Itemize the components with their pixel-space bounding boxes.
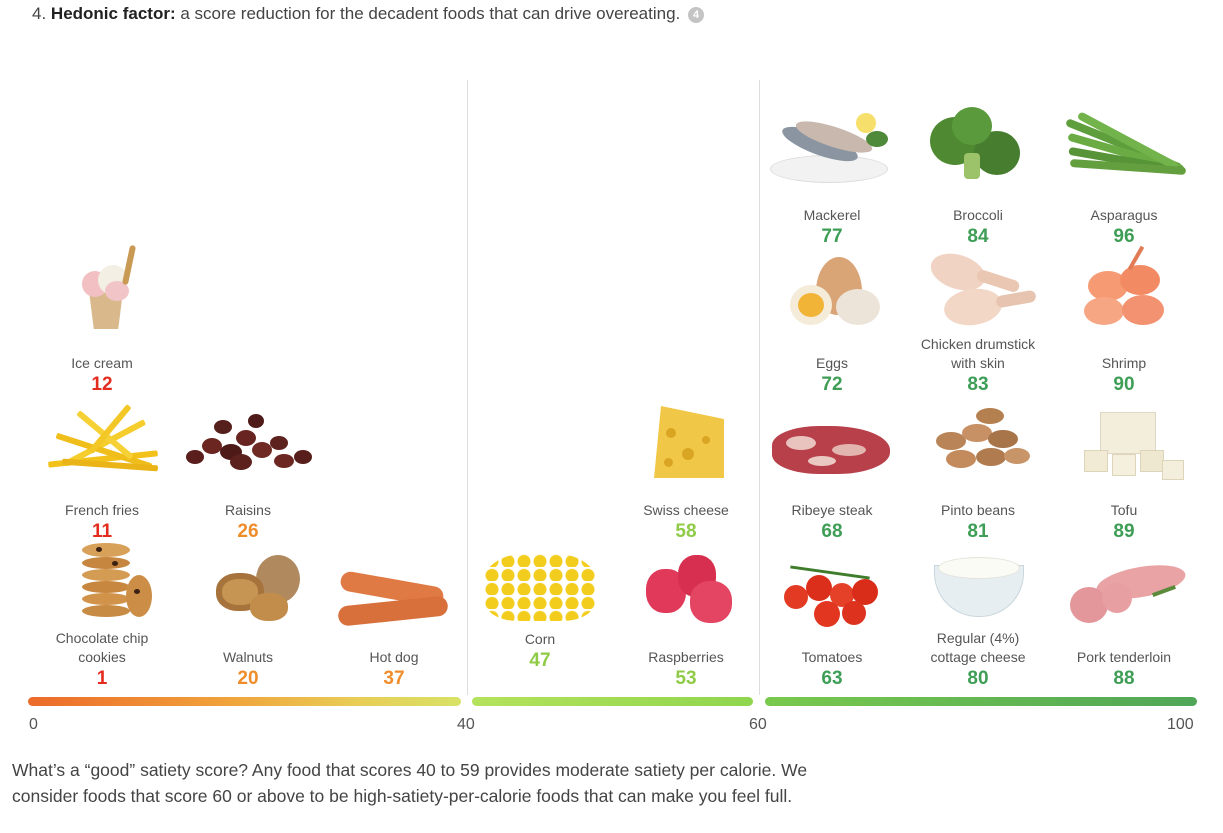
mackerel-icon — [770, 97, 894, 183]
food-name: Tomatoes — [801, 649, 863, 665]
tick-label-100: 100 — [1167, 716, 1194, 733]
chicken-drumstick-icon — [916, 245, 1040, 331]
food-name: Raspberries — [648, 649, 724, 665]
tick-label-0: 0 — [29, 716, 38, 733]
food-name: French fries — [65, 502, 139, 518]
food-tofu: Tofu 89 — [1049, 392, 1199, 543]
food-name: Ice cream — [71, 355, 133, 371]
broccoli-icon — [916, 97, 1040, 183]
hedonic-factor-title: Hedonic factor: — [50, 4, 176, 23]
raspberries-icon — [624, 539, 748, 625]
food-score: 89 — [1113, 521, 1135, 542]
food-french-fries: French fries 11 — [27, 392, 177, 543]
pinto-beans-icon — [916, 392, 1040, 478]
food-name: Swiss cheese — [643, 502, 729, 518]
food-score: 53 — [675, 668, 697, 689]
tick-label-40: 40 — [457, 716, 475, 733]
food-ribeye-steak: Ribeye steak 68 — [757, 392, 907, 543]
food-raisins: Raisins 26 — [173, 392, 323, 543]
food-score: 37 — [383, 668, 405, 689]
food-score: 96 — [1113, 226, 1135, 247]
divider-40 — [467, 80, 468, 695]
shrimp-icon — [1062, 245, 1186, 331]
food-asparagus: Asparagus 96 — [1049, 97, 1199, 248]
food-shrimp: Shrimp 90 — [1049, 245, 1199, 396]
swiss-cheese-icon — [624, 392, 748, 478]
food-hot-dog: Hot dog 37 — [319, 539, 469, 690]
eggs-icon — [770, 245, 894, 331]
food-cottage-cheese: Regular (4%) cottage cheese 80 — [903, 539, 1053, 690]
food-pork-tenderloin: Pork tenderloin 88 — [1049, 539, 1199, 690]
food-name: Ribeye steak — [791, 502, 873, 518]
tick-label-60: 60 — [749, 716, 767, 733]
food-ice-cream: Ice cream 12 — [27, 244, 177, 396]
food-chocolate-chip-cookies: Chocolate chip cookies 1 — [27, 539, 177, 690]
ice-cream-icon — [40, 244, 164, 331]
food-score: 63 — [821, 668, 843, 689]
satiety-explanation: What’s a “good” satiety score? Any food … — [12, 760, 808, 806]
food-tomatoes: Tomatoes 63 — [757, 539, 907, 690]
food-name: Shrimp — [1101, 355, 1147, 371]
food-score: 1 — [96, 668, 108, 689]
food-name: Mackerel — [803, 207, 861, 223]
food-raspberries: Raspberries 53 — [611, 539, 761, 690]
french-fries-icon — [40, 392, 164, 478]
food-pinto-beans: Pinto beans 81 — [903, 392, 1053, 543]
ribeye-steak-icon — [770, 392, 894, 478]
food-score: 88 — [1113, 668, 1135, 689]
food-score: 11 — [91, 521, 113, 542]
food-score: 80 — [967, 668, 989, 689]
food-broccoli: Broccoli 84 — [903, 97, 1053, 248]
scale-bar-high — [765, 697, 1197, 706]
food-score: 58 — [675, 521, 697, 542]
food-score: 84 — [967, 226, 989, 247]
food-name: Broccoli — [953, 207, 1003, 223]
pork-tenderloin-icon — [1062, 539, 1188, 625]
food-walnuts: Walnuts 20 — [173, 539, 323, 690]
hedonic-factor-text: a score reduction for the decadent foods… — [175, 4, 681, 23]
food-score: 68 — [821, 521, 843, 542]
food-name: Asparagus — [1090, 207, 1158, 223]
footnote-badge[interactable]: 4 — [688, 6, 704, 23]
food-name: Hot dog — [369, 649, 419, 665]
food-name: Eggs — [816, 355, 848, 371]
scale-bar-low — [28, 697, 461, 706]
cottage-cheese-icon — [916, 539, 1040, 625]
food-mackerel: Mackerel 77 — [757, 97, 907, 248]
food-score: 72 — [821, 374, 843, 395]
food-swiss-cheese: Swiss cheese 58 — [611, 392, 761, 543]
corn-icon — [484, 553, 596, 621]
food-name: Regular (4%) cottage cheese — [930, 630, 1026, 665]
tomatoes-icon — [770, 539, 894, 627]
food-score: 83 — [967, 374, 989, 395]
food-name: Pork tenderloin — [1076, 649, 1172, 665]
divider-60 — [759, 80, 760, 695]
walnuts-icon — [186, 539, 310, 625]
food-name: Walnuts — [222, 649, 274, 665]
food-name: Chicken drumstick with skin — [920, 336, 1036, 371]
raisins-icon — [186, 392, 312, 478]
cookies-icon — [40, 539, 164, 625]
food-name: Corn — [524, 631, 556, 647]
food-name: Pinto beans — [941, 502, 1015, 518]
hot-dog-icon — [332, 539, 456, 627]
food-name: Chocolate chip cookies — [55, 630, 149, 665]
scale-bar-moderate — [472, 697, 753, 706]
food-score: 47 — [529, 650, 551, 671]
food-chicken-drumstick: Chicken drumstick with skin 83 — [903, 245, 1053, 396]
food-corn: Corn 47 — [465, 539, 615, 672]
food-score: 81 — [967, 521, 989, 542]
hedonic-factor-line: 4. Hedonic factor: a score reduction for… — [32, 4, 704, 24]
food-score: 26 — [237, 521, 259, 542]
food-name: Raisins — [225, 502, 271, 518]
list-number: 4. — [32, 4, 47, 23]
food-score: 90 — [1113, 374, 1135, 395]
food-score: 20 — [237, 668, 259, 689]
asparagus-icon — [1062, 97, 1187, 183]
food-name: Tofu — [1110, 502, 1138, 518]
food-score: 77 — [821, 226, 843, 247]
tofu-icon — [1062, 392, 1186, 480]
food-score: 12 — [91, 374, 113, 395]
food-eggs: Eggs 72 — [757, 245, 907, 396]
